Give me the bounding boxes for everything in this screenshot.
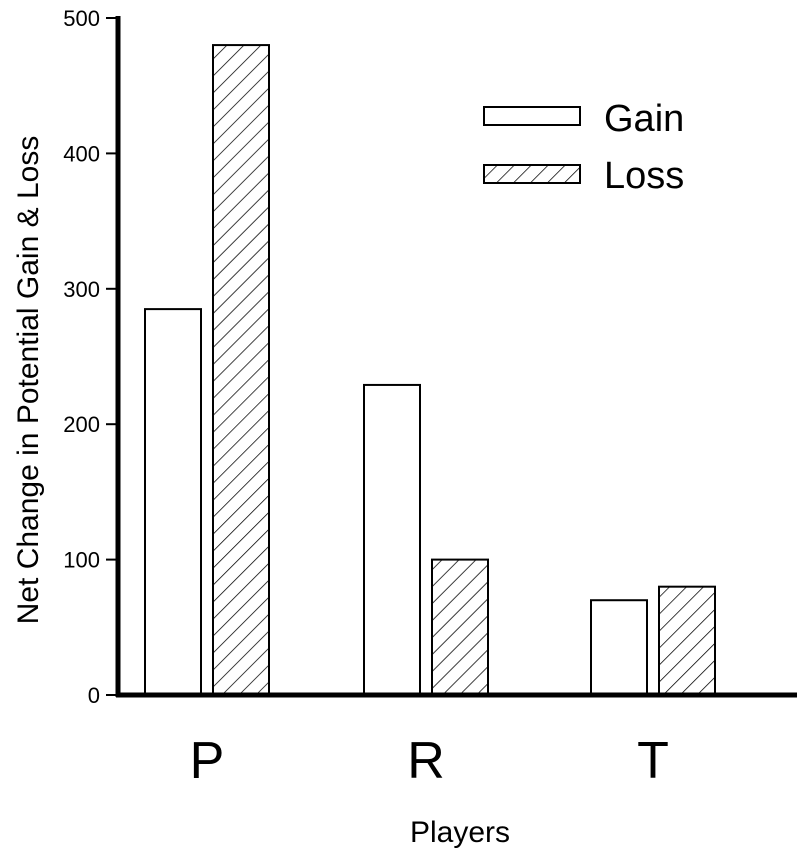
legend: Gain Loss — [483, 98, 684, 197]
bar-gain-r — [363, 383, 421, 696]
bars-group — [144, 44, 716, 696]
bar-gain-p — [144, 308, 202, 696]
y-tick-label: 100 — [63, 548, 100, 573]
y-tick-label: 400 — [63, 141, 100, 166]
y-tick-label: 0 — [88, 683, 100, 708]
x-tick-label-t: T — [637, 732, 669, 790]
y-tick-label: 300 — [63, 277, 100, 302]
y-ticks-group: 0 100 200 300 400 500 — [63, 6, 118, 708]
x-tick-label-p: P — [190, 732, 225, 790]
legend-swatch-gain — [483, 106, 581, 126]
bar-loss-t — [658, 585, 716, 696]
legend-label-gain: Gain — [604, 98, 684, 140]
y-axis-title: Net Change in Potential Gain & Loss — [12, 136, 45, 625]
bar-loss-p — [212, 44, 270, 696]
bar-gain-t — [590, 599, 648, 696]
y-tick-label: 500 — [63, 6, 100, 31]
bar-loss-r — [431, 558, 489, 696]
x-tick-label-r: R — [407, 732, 445, 790]
x-axis-title: Players — [410, 816, 510, 849]
legend-swatch-loss — [483, 164, 581, 184]
y-tick-label: 200 — [63, 412, 100, 437]
legend-label-loss: Loss — [604, 155, 684, 197]
